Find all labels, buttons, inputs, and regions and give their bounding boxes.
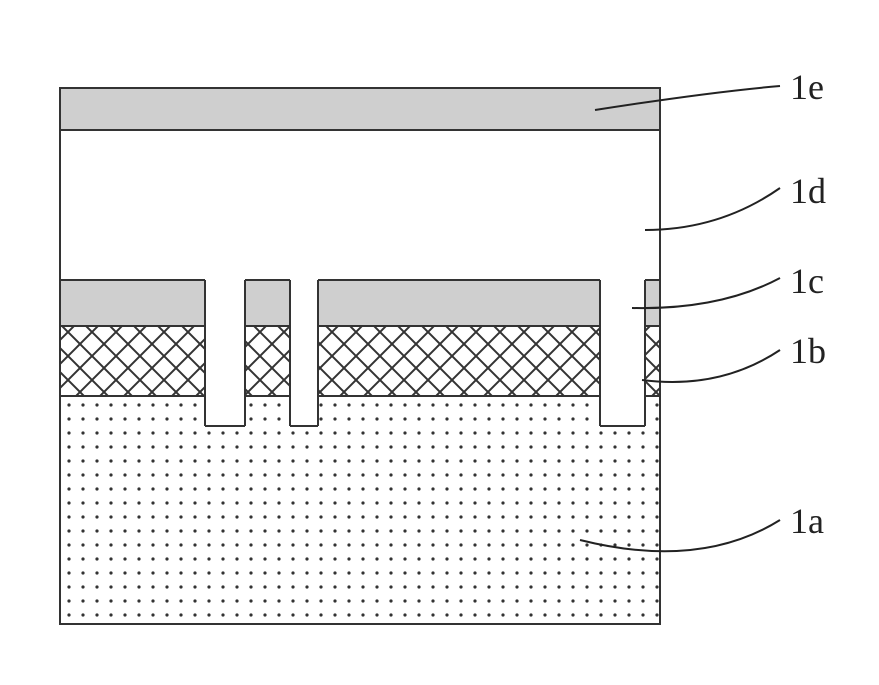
- layer-label-1c: 1c: [790, 260, 824, 302]
- layer-label-1b: 1b: [790, 330, 826, 372]
- layer-label-1a: 1a: [790, 500, 824, 542]
- diagram-svg: [20, 20, 879, 665]
- layer-label-1d: 1d: [790, 170, 826, 212]
- layer-stack-diagram: 1e 1d 1c 1b 1a: [20, 20, 879, 665]
- layer-label-1e: 1e: [790, 66, 824, 108]
